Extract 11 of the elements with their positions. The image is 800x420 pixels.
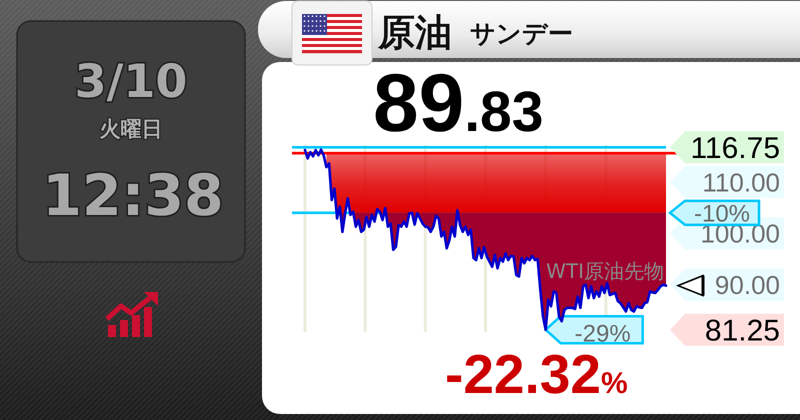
text: 火曜日: [100, 117, 162, 141]
text: 12:38: [42, 163, 224, 229]
y-tick-label: 116.75: [690, 132, 780, 166]
annotation: 89.83: [373, 58, 544, 149]
y-tick-label: 90.00: [714, 270, 780, 300]
annotation: WTI原油先物: [546, 259, 664, 283]
chart-title: 原油: [377, 11, 452, 54]
y-tick-label: 81.25: [704, 314, 780, 348]
text: 3/10: [74, 54, 188, 108]
chart-subtitle: サンデー: [470, 19, 573, 48]
y-tick-label: 110.00: [702, 167, 780, 198]
